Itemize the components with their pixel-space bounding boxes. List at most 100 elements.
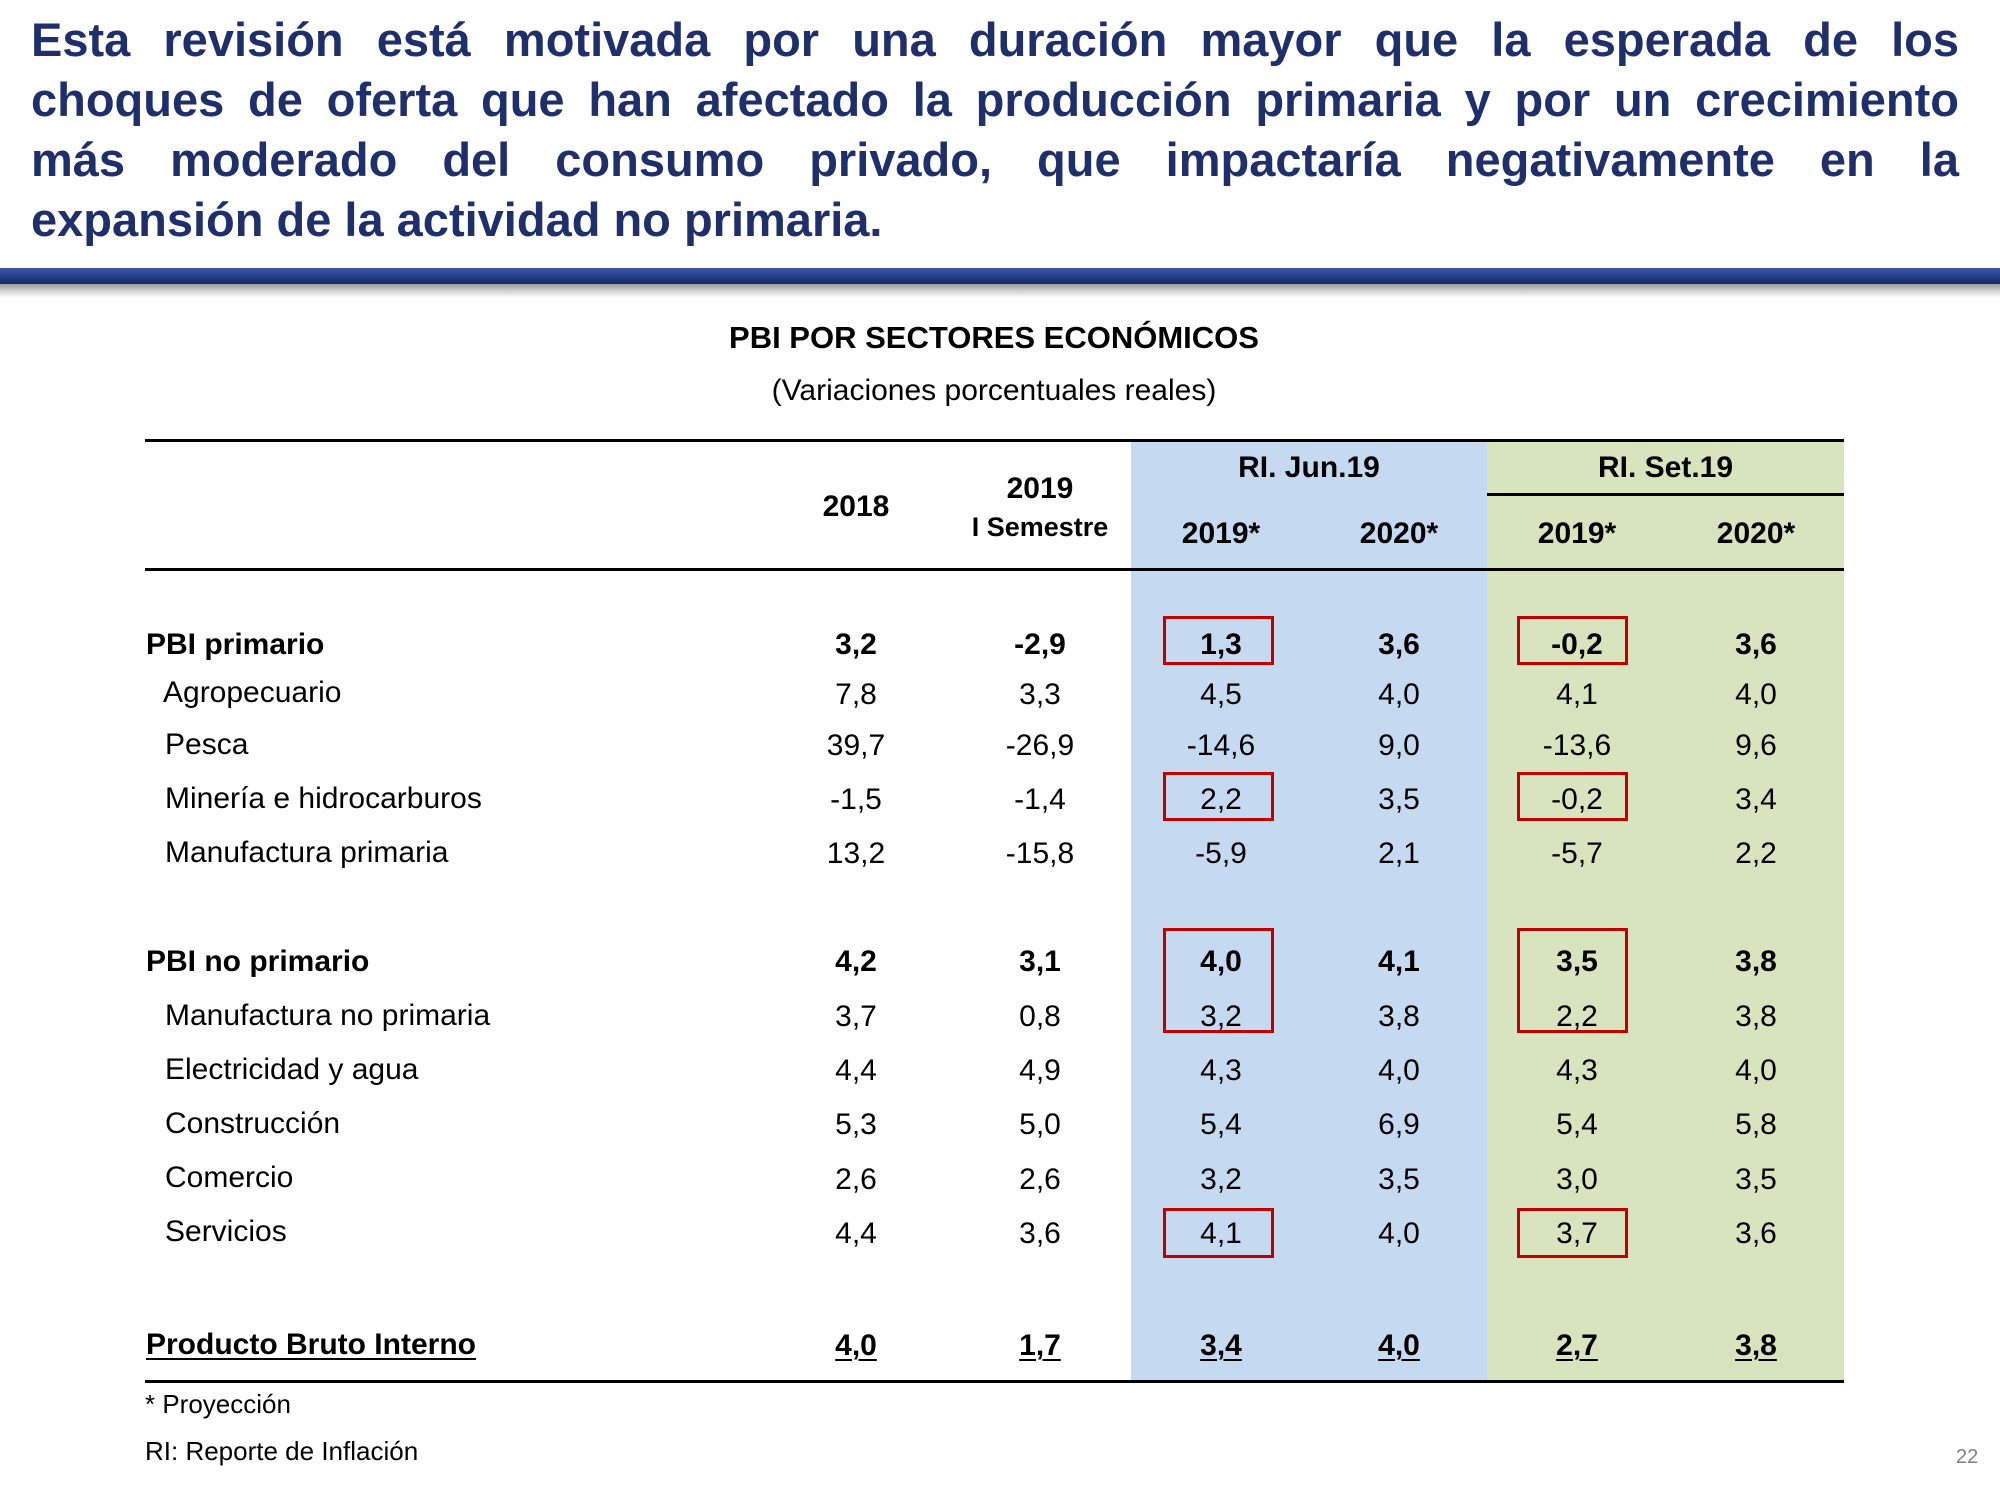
cell-value: 2,6 bbox=[835, 1163, 877, 1196]
headline: Esta revisión está motivada por una dura… bbox=[31, 10, 1959, 250]
table-bottom-rule bbox=[145, 1380, 1844, 1383]
cell-value: 4,1 bbox=[1378, 945, 1420, 978]
cell-value: 3,8 bbox=[1735, 1329, 1777, 1362]
cell-value: 3,8 bbox=[1378, 1000, 1420, 1033]
cell-value: 5,3 bbox=[835, 1108, 877, 1141]
cell-value: 0,8 bbox=[1019, 1000, 1061, 1033]
cell-value: 3,2 bbox=[1200, 1000, 1242, 1033]
cell-value: 4,5 bbox=[1200, 678, 1242, 711]
highlight-box bbox=[1517, 1208, 1628, 1258]
highlight-box bbox=[1163, 1208, 1274, 1258]
cell-value: 3,6 bbox=[1378, 628, 1420, 661]
row-label: Servicios bbox=[165, 1215, 287, 1248]
cell-value: 1,7 bbox=[1019, 1329, 1061, 1362]
highlight-box bbox=[1517, 772, 1628, 821]
headline-line: choques de oferta que han afectado la pr… bbox=[31, 73, 1959, 126]
cell-value: 2,1 bbox=[1378, 837, 1420, 870]
cell-value: -0,2 bbox=[1551, 783, 1603, 816]
cell-value: 5,0 bbox=[1019, 1108, 1061, 1141]
cell-value: 3,8 bbox=[1735, 945, 1777, 978]
cell-value: 3,6 bbox=[1019, 1217, 1061, 1250]
cell-value: 1,3 bbox=[1200, 628, 1242, 661]
row-label: PBI primario bbox=[146, 628, 325, 661]
cell-value: -13,6 bbox=[1542, 729, 1612, 762]
cell-value: -15,8 bbox=[1005, 837, 1075, 870]
cell-value: 5,8 bbox=[1735, 1108, 1777, 1141]
cell-value: -0,2 bbox=[1551, 628, 1603, 661]
cell-value: 4,0 bbox=[1378, 1054, 1420, 1087]
cell-value: 3,5 bbox=[1378, 783, 1420, 816]
cell-value: 4,1 bbox=[1556, 678, 1598, 711]
row-label: Manufactura no primaria bbox=[165, 999, 491, 1032]
row-label: Manufactura primaria bbox=[165, 836, 449, 869]
cell-value: -5,7 bbox=[1551, 837, 1603, 870]
header-divider bbox=[0, 268, 2000, 284]
header-divider-shadow bbox=[0, 284, 2000, 298]
cell-value: 3,3 bbox=[1019, 678, 1061, 711]
column-header-2018: 2018 bbox=[822, 490, 890, 523]
cell-value: 4,0 bbox=[1735, 1054, 1777, 1087]
row-label: Comercio bbox=[165, 1161, 294, 1194]
cell-value: -14,6 bbox=[1186, 729, 1256, 762]
row-label: Electricidad y agua bbox=[165, 1053, 419, 1086]
highlight-box bbox=[1163, 928, 1274, 1033]
cell-value: 4,4 bbox=[835, 1054, 877, 1087]
highlight-box bbox=[1163, 616, 1274, 665]
cell-value: 3,4 bbox=[1735, 783, 1777, 816]
footnote-ri: RI: Reporte de Inflación bbox=[145, 1436, 419, 1466]
cell-value: 4,2 bbox=[835, 945, 877, 978]
cell-value: 3,1 bbox=[1019, 945, 1061, 978]
cell-value: -26,9 bbox=[1005, 729, 1075, 762]
highlight-box bbox=[1517, 616, 1628, 665]
cell-value: 9,0 bbox=[1378, 729, 1420, 762]
cell-value: 4,0 bbox=[1378, 678, 1420, 711]
headline-line: expansión de la actividad no primaria. bbox=[31, 193, 883, 246]
cell-value: -1,5 bbox=[830, 783, 882, 816]
ri-jun-column-band bbox=[1131, 441, 1487, 1381]
cell-value: -2,9 bbox=[1014, 628, 1066, 661]
cell-value: 4,0 bbox=[1200, 945, 1242, 978]
cell-value: -1,4 bbox=[1014, 783, 1066, 816]
cell-value: 4,0 bbox=[835, 1329, 877, 1362]
cell-value: 4,0 bbox=[1378, 1329, 1420, 1362]
column-header-set-2019: 2019* bbox=[1537, 517, 1617, 550]
cell-value: -5,9 bbox=[1195, 837, 1247, 870]
cell-value: 2,2 bbox=[1735, 837, 1777, 870]
cell-value: 3,2 bbox=[1200, 1163, 1242, 1196]
cell-value: 13,2 bbox=[826, 837, 886, 870]
cell-value: 2,2 bbox=[1200, 783, 1242, 816]
column-header-jun-2020: 2020* bbox=[1359, 517, 1439, 550]
table-subtitle: (Variaciones porcentuales reales) bbox=[771, 374, 1217, 407]
cell-value: 9,6 bbox=[1735, 729, 1777, 762]
cell-value: 4,3 bbox=[1200, 1054, 1242, 1087]
row-label: Construcción bbox=[165, 1107, 341, 1140]
group-header-ri-jun: RI. Jun.19 bbox=[1238, 451, 1380, 484]
cell-value: 2,2 bbox=[1556, 1000, 1598, 1033]
highlight-box bbox=[1163, 772, 1274, 821]
row-label: PBI no primario bbox=[146, 945, 370, 978]
cell-value: 3,5 bbox=[1556, 945, 1598, 978]
table-title: PBI POR SECTORES ECONÓMICOS bbox=[729, 320, 1259, 355]
cell-value: 3,8 bbox=[1735, 1000, 1777, 1033]
cell-value: 3,7 bbox=[1556, 1217, 1598, 1250]
highlight-box bbox=[1517, 928, 1628, 1033]
cell-value: 4,9 bbox=[1019, 1054, 1061, 1087]
footnote-projection: * Proyección bbox=[145, 1389, 291, 1419]
cell-value: 4,0 bbox=[1378, 1217, 1420, 1250]
column-header-set-2020: 2020* bbox=[1716, 517, 1796, 550]
ri-set-column-band bbox=[1487, 441, 1844, 1381]
cell-value: 3,0 bbox=[1556, 1163, 1598, 1196]
cell-value: 5,4 bbox=[1556, 1108, 1598, 1141]
cell-value: 5,4 bbox=[1200, 1108, 1242, 1141]
cell-value: 3,5 bbox=[1735, 1163, 1777, 1196]
cell-value: 2,7 bbox=[1556, 1329, 1598, 1362]
cell-value: 4,3 bbox=[1556, 1054, 1598, 1087]
column-header-jun-2019: 2019* bbox=[1181, 517, 1261, 550]
row-label: Producto Bruto Interno bbox=[146, 1328, 476, 1361]
row-label: Pesca bbox=[165, 728, 249, 761]
column-header-2019: 2019 bbox=[1006, 472, 1074, 505]
cell-value: 6,9 bbox=[1378, 1108, 1420, 1141]
cell-value: 3,5 bbox=[1378, 1163, 1420, 1196]
cell-value: 4,4 bbox=[835, 1217, 877, 1250]
